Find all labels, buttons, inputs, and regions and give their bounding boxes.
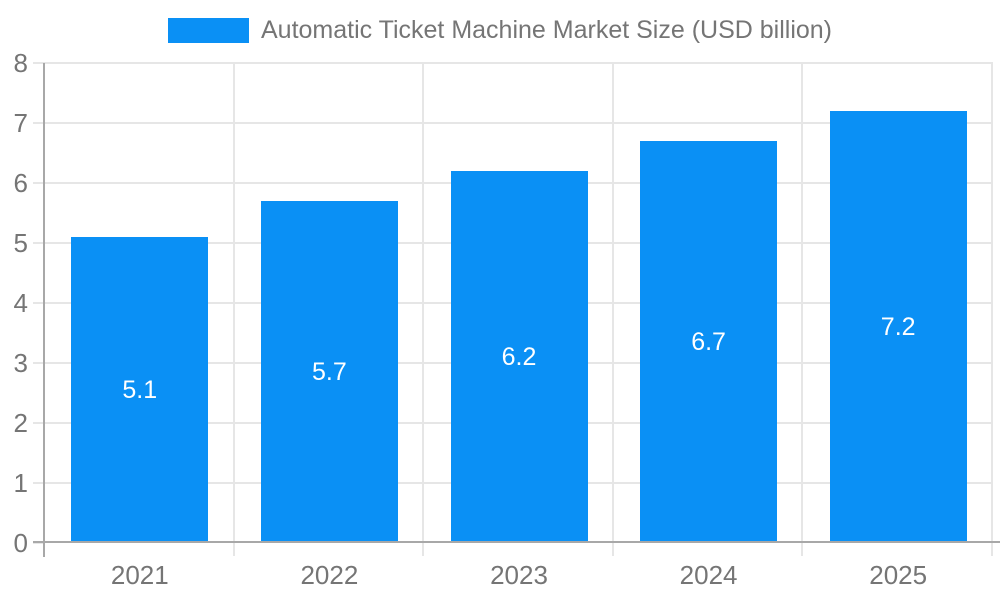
gridline-y-7 bbox=[45, 122, 993, 124]
gridline-x-1 bbox=[232, 63, 235, 556]
bar-value-label-2021: 5.1 bbox=[122, 375, 158, 404]
x-axis-label-2023: 2023 bbox=[490, 560, 548, 590]
gridline-x-4 bbox=[801, 63, 804, 556]
x-axis-label-2022: 2022 bbox=[300, 560, 359, 590]
legend-label: Automatic Ticket Machine Market Size (US… bbox=[260, 15, 833, 44]
bar-2022[interactable]: 5.7 bbox=[260, 201, 398, 543]
y-axis-label-1: 1 bbox=[13, 468, 28, 498]
y-axis-label-6: 6 bbox=[13, 168, 28, 198]
bar-2025[interactable]: 7.2 bbox=[829, 111, 967, 543]
bar-value-label-2025: 7.2 bbox=[880, 312, 916, 341]
y-axis-line bbox=[43, 63, 45, 557]
y-tick-5 bbox=[33, 242, 45, 244]
y-axis-label-7: 7 bbox=[13, 108, 28, 138]
gridline-y-8 bbox=[45, 62, 993, 64]
y-tick-7 bbox=[33, 122, 45, 124]
y-tick-8 bbox=[33, 62, 45, 64]
y-tick-3 bbox=[33, 362, 45, 364]
y-axis-label-8: 8 bbox=[13, 48, 28, 78]
x-axis-label-2021: 2021 bbox=[110, 560, 169, 590]
y-axis-label-4: 4 bbox=[13, 288, 28, 318]
gridline-x-3 bbox=[611, 63, 614, 556]
y-axis-label-3: 3 bbox=[13, 348, 28, 378]
y-axis-label-2: 2 bbox=[13, 408, 28, 438]
y-tick-2 bbox=[33, 422, 45, 424]
bar-2021[interactable]: 5.1 bbox=[71, 237, 209, 543]
bar-value-label-2023: 6.2 bbox=[501, 342, 537, 371]
y-axis-label-0: 0 bbox=[13, 528, 28, 558]
x-axis-line bbox=[33, 541, 1000, 543]
x-axis-label-2025: 2025 bbox=[869, 560, 928, 590]
y-tick-6 bbox=[33, 182, 45, 184]
gridline-x-5 bbox=[991, 63, 993, 556]
legend-swatch[interactable] bbox=[167, 17, 249, 43]
gridline-x-2 bbox=[422, 63, 425, 556]
bar-value-label-2022: 5.7 bbox=[312, 357, 347, 386]
y-axis-label-5: 5 bbox=[13, 228, 28, 258]
plot-area: 0 1 2 3 4 5 6 7 8 5.1 2021 5.7 2022 6.2 2023 6.7 2024 7.2… bbox=[14, 48, 1000, 590]
x-axis-label-2024: 2024 bbox=[679, 560, 738, 590]
bar-2024[interactable]: 6.7 bbox=[640, 141, 778, 543]
bar-value-label-2024: 6.7 bbox=[691, 327, 726, 356]
y-tick-0 bbox=[33, 542, 45, 544]
legend: Automatic Ticket Machine Market Size (US… bbox=[0, 14, 1000, 46]
bar-2023[interactable]: 6.2 bbox=[450, 171, 588, 543]
y-tick-4 bbox=[33, 302, 45, 304]
y-tick-1 bbox=[33, 482, 45, 484]
